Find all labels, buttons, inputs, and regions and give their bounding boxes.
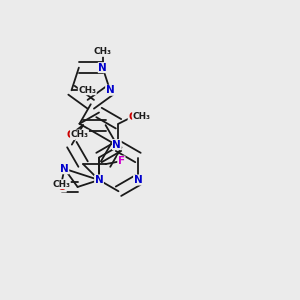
Text: O: O — [58, 182, 66, 192]
Text: N: N — [134, 175, 142, 185]
Text: CH₃: CH₃ — [94, 47, 112, 56]
Text: CH₃: CH₃ — [78, 86, 96, 95]
Text: N: N — [94, 175, 103, 185]
Text: CH₃: CH₃ — [52, 180, 70, 189]
Text: CH₃: CH₃ — [133, 112, 151, 121]
Text: O: O — [128, 112, 137, 122]
Text: N: N — [98, 63, 107, 73]
Text: F: F — [118, 156, 125, 166]
Text: N: N — [106, 85, 114, 95]
Text: O: O — [66, 130, 75, 140]
Text: N: N — [112, 140, 121, 150]
Text: CH₃: CH₃ — [70, 130, 88, 139]
Text: N: N — [60, 164, 69, 174]
